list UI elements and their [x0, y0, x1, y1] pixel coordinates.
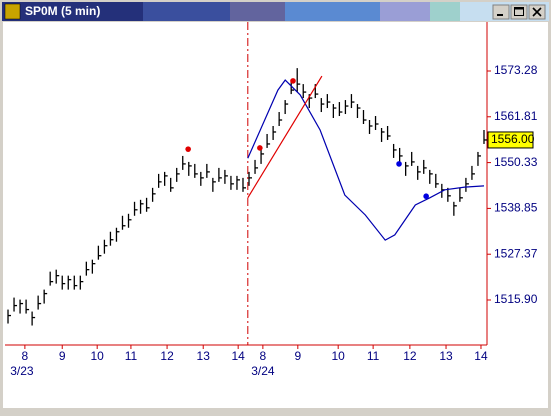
- x-tick-label: 13: [197, 349, 211, 363]
- signal-dot: [257, 145, 263, 151]
- title-band: [285, 2, 380, 21]
- y-tick-label: 1550.33: [494, 155, 538, 169]
- window-title: SP0M (5 min): [25, 4, 100, 18]
- last-price-label: 1556.00: [491, 132, 535, 146]
- x-tick-label: 10: [91, 349, 105, 363]
- x-tick-label: 9: [294, 349, 301, 363]
- last-price-box: [487, 131, 534, 149]
- date-label: 3/23: [10, 364, 34, 378]
- x-tick-label: 14: [474, 349, 488, 363]
- y-tick-label: 1561.81: [494, 109, 538, 123]
- plot-background: [3, 22, 548, 408]
- x-tick-label: 13: [439, 349, 453, 363]
- x-tick-label: 11: [367, 349, 380, 363]
- x-tick-label: 8: [22, 349, 29, 363]
- minimize-button[interactable]: [492, 4, 510, 20]
- signal-dot: [290, 78, 296, 84]
- title-band: [430, 2, 460, 21]
- x-tick-label: 12: [403, 349, 417, 363]
- title-band: [380, 2, 430, 21]
- x-tick-label: 11: [125, 349, 138, 363]
- maximize-button[interactable]: [510, 4, 528, 20]
- title-band: [230, 2, 285, 21]
- y-tick-label: 1515.90: [494, 292, 538, 306]
- signal-dot: [423, 193, 429, 200]
- signal-dot: [185, 146, 191, 152]
- y-tick-label: 1538.85: [494, 201, 538, 215]
- close-button[interactable]: [528, 4, 546, 20]
- y-tick-label: 1573.28: [494, 63, 538, 77]
- x-tick-label: 12: [160, 349, 174, 363]
- window-icon: [4, 3, 21, 20]
- x-tick-label: 9: [59, 349, 66, 363]
- signal-dot: [396, 161, 402, 167]
- overlay-line: [247, 79, 485, 241]
- x-tick-label: 14: [231, 349, 245, 363]
- title-band: [143, 2, 230, 21]
- y-tick-label: 1527.37: [494, 246, 538, 260]
- x-tick-label: 10: [332, 349, 346, 363]
- x-tick-label: 8: [260, 349, 267, 363]
- plot: 1573.28 1561.81 1550.33 1538.85 1527.37 1515.…: [5, 22, 538, 378]
- date-label: 3/24: [251, 364, 275, 378]
- overlay-line: [247, 75, 323, 199]
